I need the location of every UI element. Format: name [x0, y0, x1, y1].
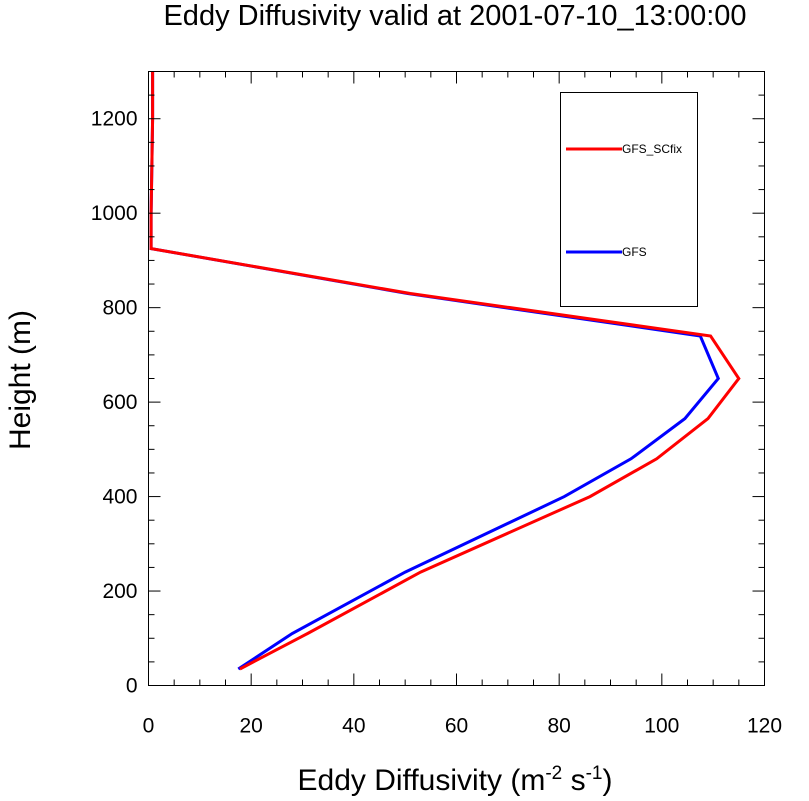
x-tick-label: 100: [644, 715, 679, 738]
legend: GFS_SCfix GFS: [560, 92, 698, 307]
x-tick-label: 80: [547, 715, 570, 738]
series-line-gfs: [149, 71, 721, 671]
series-layer: [149, 71, 741, 671]
legend-box: [560, 92, 698, 307]
ticks-layer: [148, 71, 765, 686]
y-tick-label: 1200: [91, 108, 138, 131]
x-tick-label: 0: [143, 715, 155, 738]
y-tick-label: 600: [102, 391, 137, 414]
y-tick-label: 800: [102, 297, 137, 320]
x-tick-label: 20: [239, 715, 262, 738]
y-tick-label: 200: [102, 580, 137, 603]
series-line-gfs-scfix: [149, 71, 741, 671]
legend-label-gfs: GFS: [622, 245, 647, 259]
chart-title: Eddy Diffusivity valid at 2001-07-10_13:…: [163, 0, 746, 32]
x-tick-label: 40: [342, 715, 365, 738]
y-tick-label: 400: [102, 486, 137, 509]
x-tick-label: 60: [445, 715, 468, 738]
legend-label-gfs-scfix: GFS_SCfix: [622, 142, 682, 156]
y-axis-label: Height (m): [4, 310, 37, 450]
y-tick-label: 0: [126, 675, 138, 698]
plot-frame: [148, 71, 765, 686]
y-tick-label: 1000: [91, 202, 138, 225]
x-axis-label: Eddy Diffusivity (m-2 s-1): [298, 763, 613, 797]
x-tick-label: 120: [747, 715, 782, 738]
